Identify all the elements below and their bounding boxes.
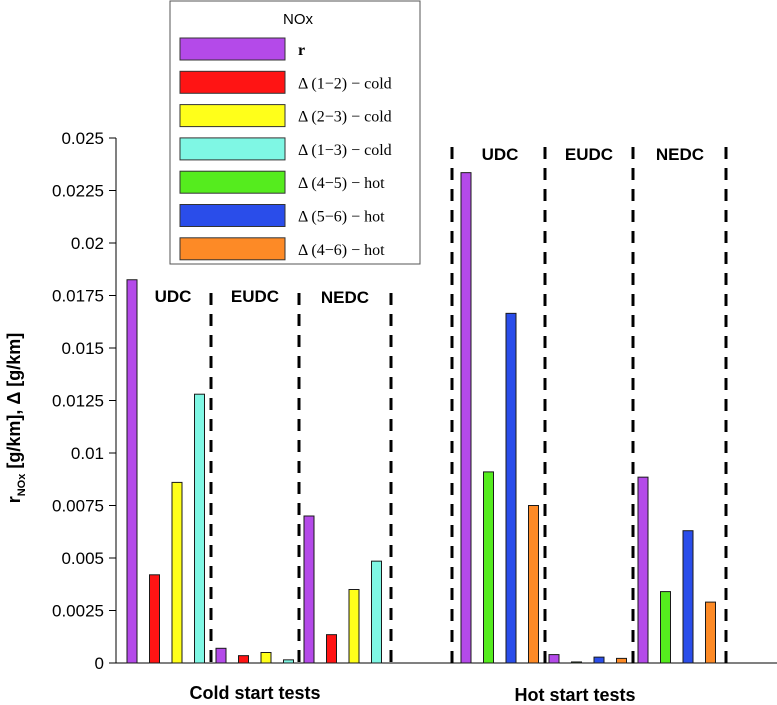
bar-d23c [260, 652, 272, 664]
group-label: Hot start tests [514, 685, 635, 705]
segment-labels: UDC EUDC NEDC UDC EUDC NEDC [155, 145, 705, 307]
y-axis-label-main: r [4, 496, 24, 503]
bar-d45h [571, 661, 582, 664]
y-tick-label: 0.0125 [52, 392, 104, 411]
legend-title: NOx [283, 11, 314, 28]
segment-label: NEDC [656, 145, 704, 164]
bar-d12c [149, 574, 160, 664]
group-label: Cold start tests [189, 683, 320, 703]
bar-r [460, 172, 472, 664]
bar-d12c [238, 655, 249, 664]
segment-label: UDC [155, 287, 192, 306]
y-tick-label: 0.0175 [52, 287, 104, 306]
segment-label: EUDC [565, 145, 613, 164]
bar-d45h [483, 471, 494, 664]
legend-label-d12c: Δ (1−2) − cold [298, 75, 392, 92]
segment-dividers [209, 147, 728, 663]
y-axis-label-rest: [g/km], Δ [g/km] [4, 333, 24, 474]
legend: NOx r Δ (1−2) − cold Δ (2−3) − cold Δ (1−3) … [169, 0, 421, 265]
y-axis-label-sub: NOx [16, 473, 28, 497]
y-tick-label: 0.015 [61, 339, 104, 358]
bar-d46h [705, 601, 716, 664]
legend-swatch-d46h [179, 237, 286, 261]
legend-label-d46h: Δ (4−6) − hot [298, 242, 385, 259]
y-axis-label: rNOx [g/km], Δ [g/km] [4, 333, 28, 504]
bar-d13c [194, 393, 205, 664]
legend-label-d13c: Δ (1−3) − cold [298, 142, 392, 159]
bar-r [126, 279, 138, 664]
bar-d46h [528, 505, 539, 664]
bar-d13c [283, 659, 294, 664]
segment-label: UDC [482, 145, 519, 164]
legend-swatch-r [179, 37, 286, 61]
legend-label-d23c: Δ (2−3) − cold [298, 109, 392, 126]
legend-swatch-d12c [179, 70, 286, 94]
bars-layer [126, 172, 716, 664]
y-tick-label: 0.01 [71, 444, 104, 463]
bar-d45h [660, 591, 671, 664]
group-labels: Cold start tests Hot start tests [189, 683, 635, 705]
bar-r [303, 515, 315, 664]
bar-r [548, 654, 560, 664]
bar-d23c [171, 481, 183, 664]
bar-d23c [348, 589, 360, 664]
y-tick-label: 0.0025 [52, 602, 104, 621]
bar-r [637, 476, 649, 664]
bar-d12c [326, 634, 337, 664]
bar-d56h [682, 530, 694, 664]
bar-d13c [371, 560, 382, 664]
bar-d56h [505, 312, 517, 664]
bar-r [215, 647, 227, 664]
y-tick-label: 0.0225 [52, 182, 104, 201]
y-tick-label: 0.0075 [52, 497, 104, 516]
legend-swatch-d13c [179, 137, 286, 161]
y-axis-label-text: rNOx [g/km], Δ [g/km] [4, 333, 28, 504]
bar-d56h [593, 656, 605, 664]
segment-label: EUDC [231, 287, 279, 306]
legend-swatch-d56h [179, 204, 286, 227]
y-axis: 0 0.0025 0.005 0.0075 0.01 0.0125 0.015 0.0175 0… [52, 129, 117, 673]
y-tick-label: 0 [95, 654, 104, 673]
bar-d46h [616, 657, 627, 664]
legend-label-r: r [298, 42, 305, 59]
legend-swatch-d23c [179, 104, 286, 128]
legend-swatch-d45h [179, 170, 286, 194]
legend-label-d56h: Δ (5−6) − hot [298, 209, 385, 226]
y-tick-label: 0.025 [61, 129, 104, 148]
legend-label-d45h: Δ (4−5) − hot [298, 175, 385, 192]
segment-label: NEDC [321, 288, 369, 307]
y-tick-label: 0.005 [61, 549, 104, 568]
y-tick-label: 0.02 [71, 234, 104, 253]
